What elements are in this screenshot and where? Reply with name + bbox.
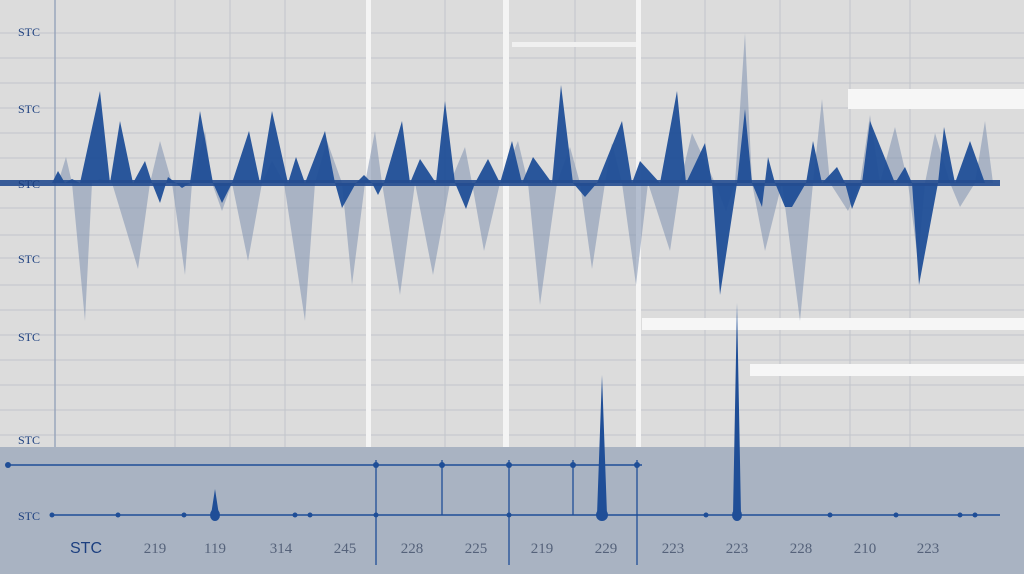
highlight-panel [642,318,1024,330]
axis-marker [703,512,709,518]
strong-series [52,85,985,295]
highlight-bar [512,42,636,47]
x-tick-label: 314 [270,541,293,557]
axis-marker [957,512,963,518]
bottom-spike [585,375,612,515]
y-tick-labels: STC STC STC STC STC STC STC [18,25,40,523]
highlight-bar [503,0,509,447]
x-tick-label: 219 [144,541,167,557]
x-tick-labels: STC 219 119 314 245 228 225 219 229 223 223 228 210 2… [70,540,939,557]
highlight-bar [366,0,371,447]
x-tick-label: 225 [465,541,488,557]
horizontal-gridlines [0,32,1024,436]
axis-marker [5,462,11,468]
y-tick-label: STC [18,177,40,191]
highlight-panel [848,89,1024,109]
x-tick-label: 223 [726,541,749,557]
baseline-band [0,180,1000,186]
y-tick-label: STC [18,433,40,447]
bottom-spikes [200,303,750,521]
x-tick-label: STC [70,540,102,557]
bottom-spike [200,489,230,515]
y-tick-label: STC [18,330,40,344]
x-tick-label: 223 [917,541,940,557]
axis-marker [115,512,121,518]
y-tick-label: STC [18,252,40,266]
x-tick-label: 119 [204,541,226,557]
axis-marker [307,512,313,518]
axis-marker [49,512,55,518]
highlight-panel [750,364,1024,376]
x-tick-label: 229 [595,541,618,557]
axis-marker [972,512,978,518]
x-tick-label: 219 [531,541,554,557]
y-tick-label: STC [18,25,40,39]
x-tick-label: 228 [401,541,424,557]
y-tick-label: STC [18,102,40,116]
axis-marker [181,512,187,518]
axis-marker [292,512,298,518]
axis-marker [827,512,833,518]
spike-base [596,509,608,521]
axis-marker [893,512,899,518]
x-tick-label: 228 [790,541,813,557]
x-tick-label: 245 [334,541,357,557]
bottom-spike [724,303,750,515]
spike-base [732,509,742,521]
bottom-band [0,447,1024,574]
y-tick-label: STC [18,509,40,523]
series-strong-area [52,85,985,295]
x-tick-label: 210 [854,541,877,557]
zero-baseline [0,180,1000,186]
vertical-gridlines [54,0,911,447]
x-tick-label: 223 [662,541,685,557]
bottom-axis [5,460,1000,565]
spike-base [210,509,220,521]
